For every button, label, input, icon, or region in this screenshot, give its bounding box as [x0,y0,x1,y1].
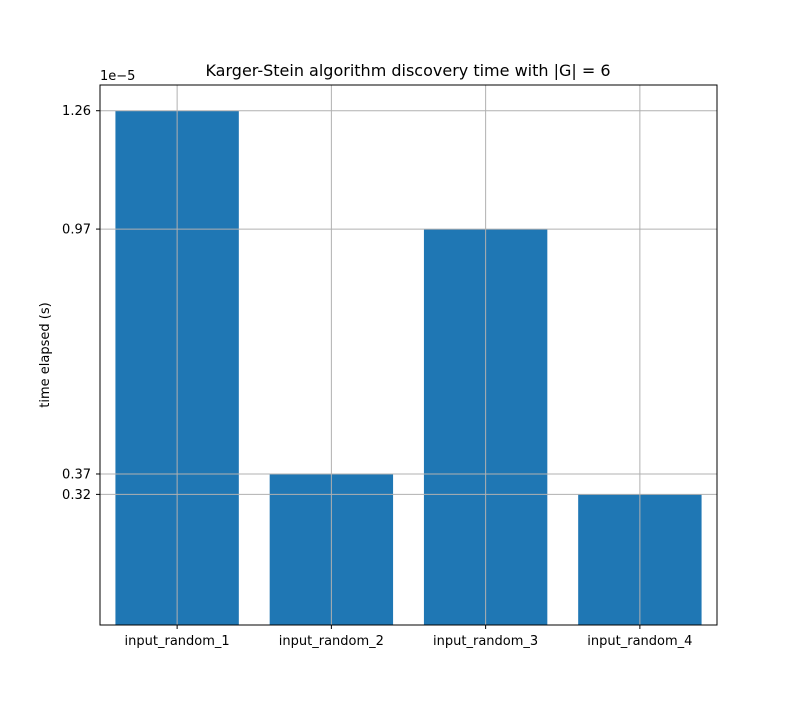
y-tick-label: 0.37 [62,467,91,482]
x-tick-label: input_random_3 [433,634,538,649]
y-tick-label: 0.32 [62,488,91,503]
x-tick-label: input_random_1 [125,634,230,649]
y-axis-offset-text: 1e−5 [100,69,135,84]
x-tick-label: input_random_2 [279,634,384,649]
x-tick-label: input_random_4 [587,634,692,649]
chart-title: Karger-Stein algorithm discovery time wi… [205,61,610,80]
bars-layer [115,110,702,625]
y-tick-label: 0.97 [62,223,91,238]
grid-layer [100,85,717,625]
y-tick-label: 1.26 [62,104,91,119]
y-axis-label: time elapsed (s) [38,302,53,407]
plot-area-frame [99,84,718,626]
ticks-layer: input_random_1 input_random_2 input_random… [62,104,692,649]
